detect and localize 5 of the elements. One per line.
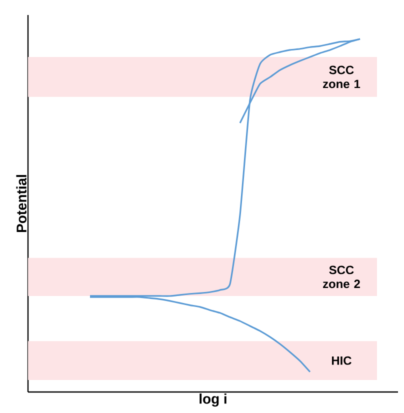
x-axis-title: log i (200, 394, 226, 407)
y-axis-title: Potential (16, 175, 26, 232)
band-label: SCC zone 1 (323, 66, 360, 88)
band-label: SCC zone 2 (323, 266, 360, 288)
band-label: HIC (332, 356, 352, 365)
